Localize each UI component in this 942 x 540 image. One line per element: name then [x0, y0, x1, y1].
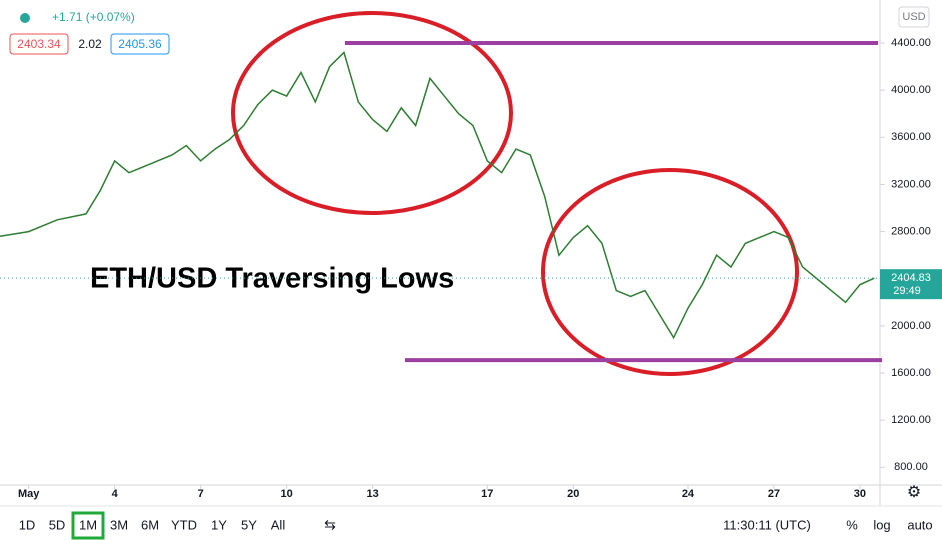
- x-tick-label: 17: [481, 488, 493, 500]
- range-button[interactable]: 5D: [49, 517, 66, 532]
- range-button[interactable]: 1M: [79, 517, 97, 532]
- settings-icon[interactable]: ⚙: [907, 484, 921, 501]
- bid: 2403.34: [17, 37, 61, 51]
- x-tick-label: May: [18, 488, 40, 500]
- y-tick-label: 1200.00: [891, 414, 931, 426]
- y-tick-label: 4000.00: [891, 84, 931, 96]
- ask: 2405.36: [118, 37, 162, 51]
- highlight-circle: [541, 168, 799, 376]
- last-price-label: 2404.83: [891, 272, 931, 284]
- range-button[interactable]: 1D: [19, 517, 36, 532]
- auto-toggle[interactable]: auto: [907, 517, 932, 532]
- x-tick-label: 10: [281, 488, 293, 500]
- currency-box[interactable]: [898, 6, 930, 28]
- range-button[interactable]: 6M: [141, 517, 159, 532]
- currency: USD: [902, 11, 925, 23]
- x-tick-label: 20: [567, 488, 579, 500]
- y-tick-label: 800.00: [894, 461, 928, 473]
- percent-toggle[interactable]: %: [846, 517, 858, 532]
- spread: 2.02: [78, 37, 102, 51]
- compare-icon[interactable]: ⇆: [324, 517, 336, 533]
- y-tick-label: 2800.00: [891, 226, 931, 238]
- range-button[interactable]: YTD: [171, 517, 197, 532]
- y-tick-label: 3200.00: [891, 178, 931, 190]
- range-button[interactable]: 5Y: [241, 517, 257, 532]
- y-tick-label: 2000.00: [891, 320, 931, 332]
- ask-box[interactable]: [110, 33, 170, 55]
- clock: 11:30:11 (UTC): [723, 517, 811, 532]
- x-tick-label: 24: [682, 488, 695, 500]
- y-tick-label: 1600.00: [891, 367, 931, 379]
- bid-box[interactable]: [9, 33, 69, 55]
- last-price-tag: [880, 269, 942, 300]
- highlight-circle: [231, 11, 513, 215]
- x-tick-label: 4: [112, 488, 119, 500]
- range-button[interactable]: 3M: [110, 517, 128, 532]
- x-tick-label: 7: [198, 488, 204, 500]
- log-toggle[interactable]: log: [873, 517, 890, 532]
- x-tick-label: 27: [768, 488, 780, 500]
- range-button[interactable]: All: [271, 517, 286, 532]
- y-tick-label: 3600.00: [891, 131, 931, 143]
- x-tick-label: 13: [367, 488, 379, 500]
- x-tick-label: 30: [854, 488, 866, 500]
- range-button[interactable]: 1Y: [211, 517, 227, 532]
- price-line: [0, 51, 875, 340]
- range-selected[interactable]: [71, 511, 105, 540]
- y-tick-label: 4400.00: [891, 37, 931, 49]
- status-dot: [20, 13, 30, 23]
- change: +1.71 (+0.07%): [52, 10, 135, 24]
- countdown: 29:49: [893, 285, 921, 297]
